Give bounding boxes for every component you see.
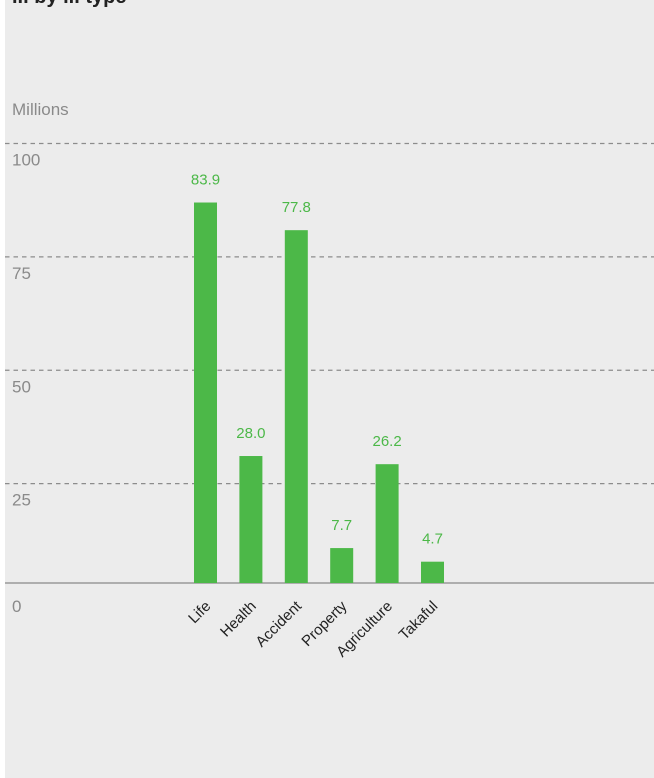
y-tick-label: 25 (12, 491, 31, 510)
value-label: 4.7 (422, 531, 443, 548)
y-tick-label: 50 (12, 377, 31, 396)
value-label: 28.0 (236, 425, 265, 442)
chart-panel (5, 0, 654, 778)
bar (330, 548, 354, 583)
bar (375, 464, 399, 583)
value-labels: 83.9 28.0 77.8 7.7 26.2 4.7 (191, 172, 443, 548)
y-tick-label: 100 (12, 151, 40, 170)
y-tick-label: 0 (12, 597, 21, 616)
value-label: 7.7 (331, 517, 352, 534)
value-label: 83.9 (191, 172, 220, 189)
category-label: Takaful (396, 598, 442, 644)
y-unit-label: Millions (12, 100, 69, 119)
category-label: Health (217, 598, 260, 641)
y-tick-label: 75 (12, 264, 31, 283)
grid-lines (5, 142, 654, 485)
bar (194, 202, 217, 584)
bar (239, 456, 263, 583)
category-label: Life (185, 598, 214, 627)
bar (421, 561, 444, 583)
value-label: 77.8 (282, 199, 311, 216)
category-label: Accident (252, 597, 305, 650)
chart-title: ... by ... type (12, 0, 126, 9)
value-label: 26.2 (372, 433, 401, 450)
bars (194, 202, 444, 584)
bar (284, 230, 308, 583)
y-tick-labels: 0 25 50 75 100 (12, 151, 40, 617)
